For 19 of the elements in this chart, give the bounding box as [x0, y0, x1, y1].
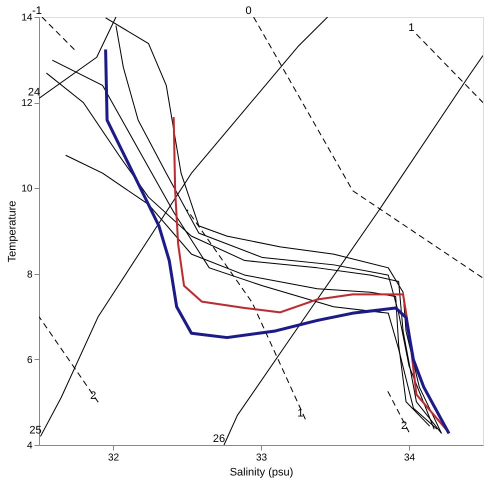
series-label: 25: [29, 424, 42, 436]
y-tick-label: 12: [21, 98, 33, 110]
series-label: 0: [246, 5, 252, 17]
x-tick-label: 33: [256, 452, 268, 464]
series-label: 2: [400, 420, 408, 432]
y-tick-label: 14: [21, 12, 33, 24]
x-tick-label: 32: [108, 452, 120, 464]
y-tick-label: 10: [21, 184, 33, 195]
series-label: 1: [408, 22, 414, 34]
series-label: 24: [28, 86, 40, 98]
series-label: 26: [212, 433, 226, 445]
series-label: 1: [297, 407, 304, 420]
y-tick-label: 4: [26, 440, 33, 452]
series-label: -1: [32, 5, 42, 17]
y-axis-title: Temperature: [6, 200, 18, 262]
x-tick-label: 34: [404, 452, 416, 464]
x-axis-title: Salinity (psu): [230, 466, 294, 478]
y-tick-label: 8: [26, 269, 33, 280]
y-tick-label: 6: [26, 354, 33, 366]
